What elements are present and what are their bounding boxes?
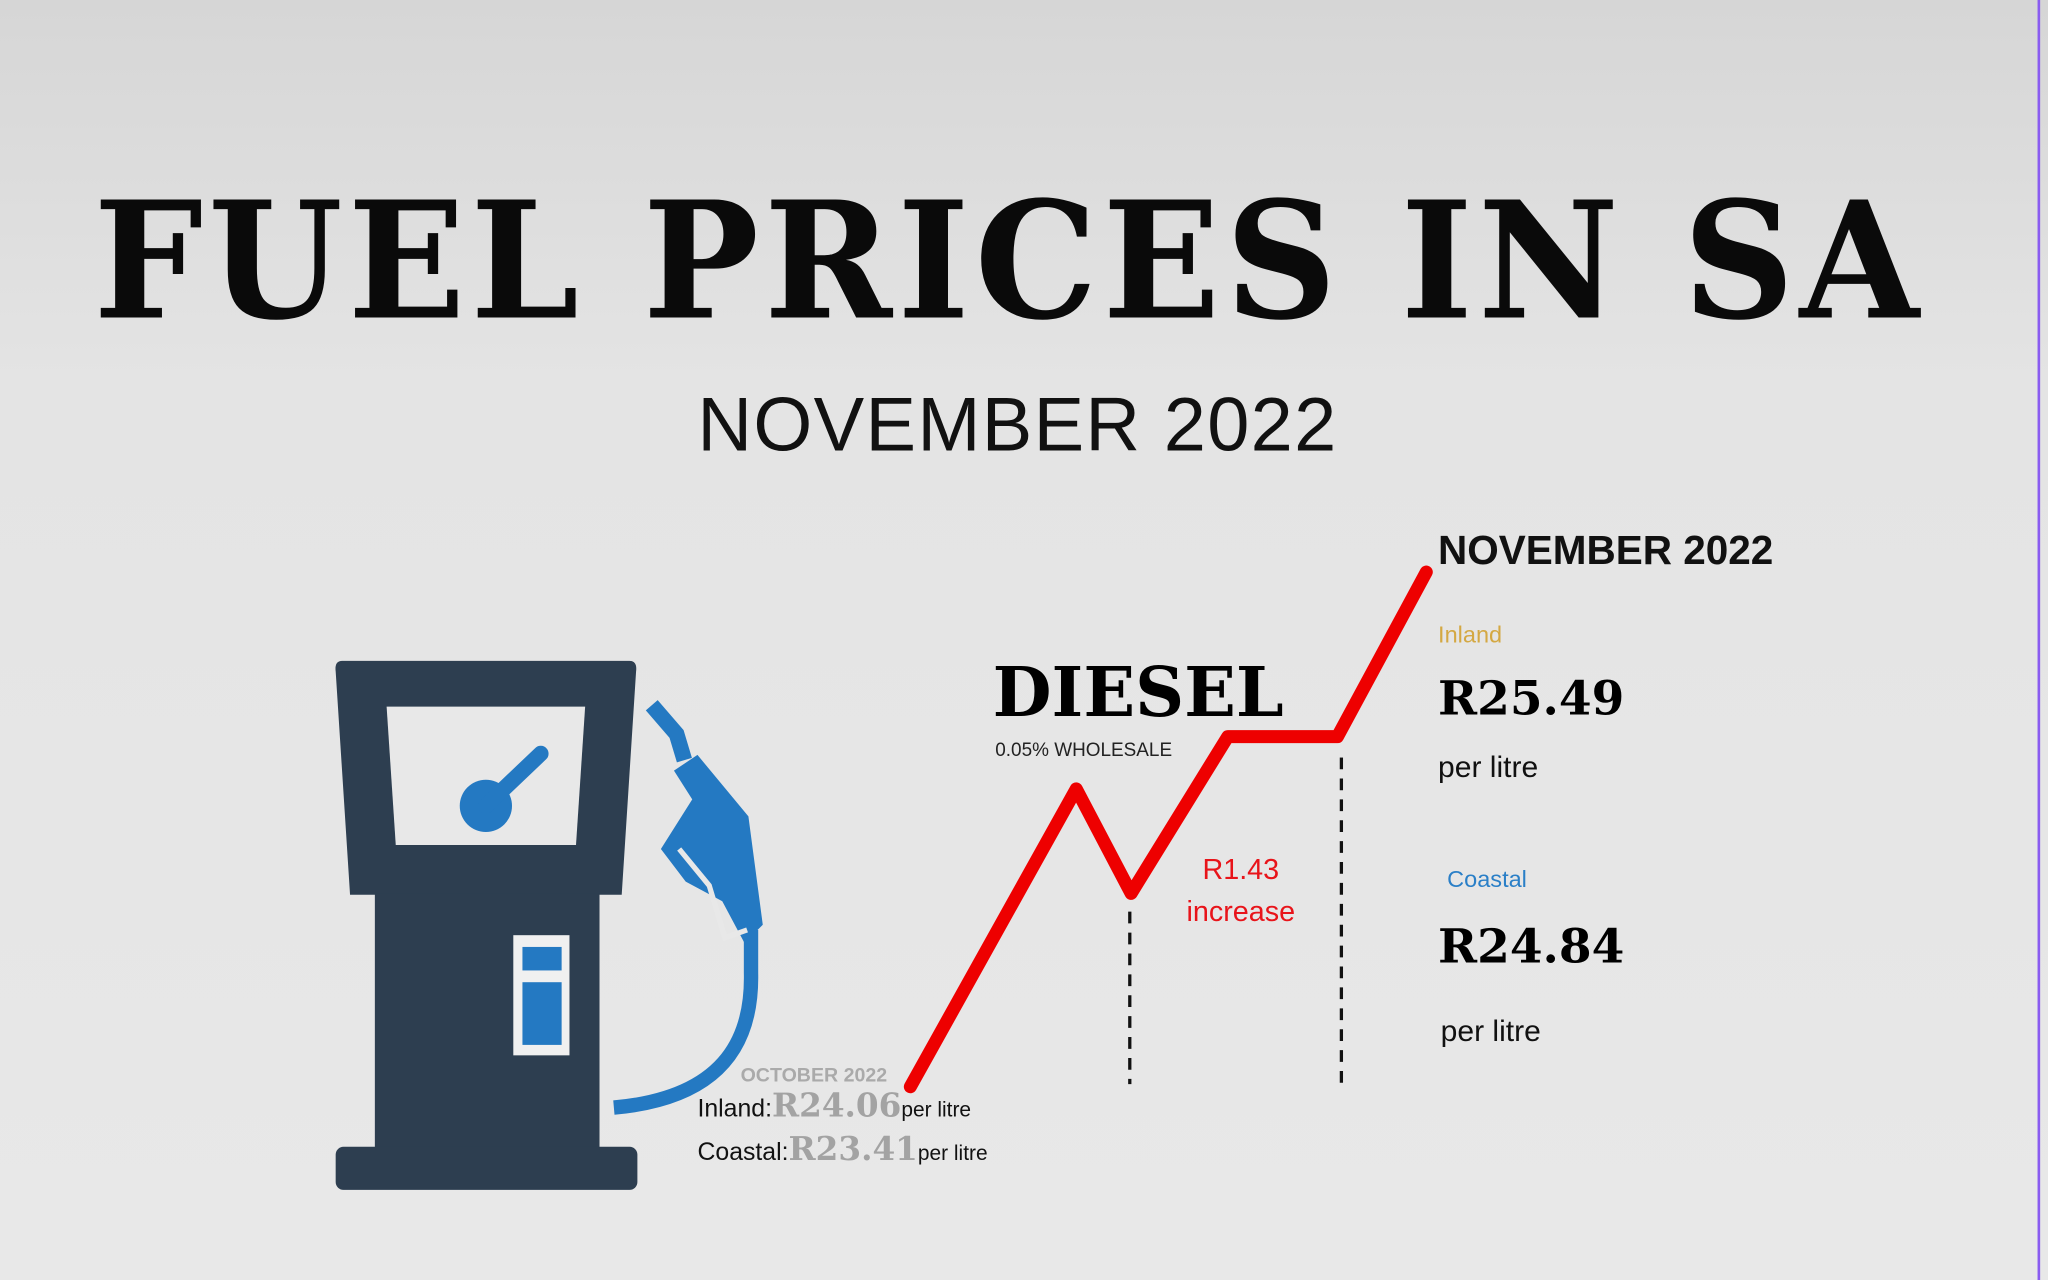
price-change: R1.43 increase (1169, 849, 1313, 933)
inland-unit: per litre (1438, 749, 1539, 784)
october-inland-label: Inland: (697, 1095, 772, 1124)
november-heading: NOVEMBER 2022 (1438, 527, 1774, 574)
coastal-unit: per litre (1440, 1013, 1541, 1048)
edge-border (2037, 0, 2041, 1280)
inland-label: Inland (1438, 621, 1503, 648)
fuel-pump-icon (335, 660, 763, 1190)
october-coastal-unit: per litre (917, 1142, 988, 1166)
october-coastal-label: Coastal: (697, 1138, 789, 1167)
change-label: increase (1186, 894, 1296, 928)
page-subtitle: NOVEMBER 2022 (697, 382, 1338, 468)
inland-price: R25.49 (1438, 671, 1625, 727)
price-trend-line (903, 565, 1433, 1094)
coastal-price: R24.84 (1438, 919, 1625, 975)
october-heading: OCTOBER 2022 (740, 1064, 888, 1087)
trend-line-icon (903, 565, 1433, 1094)
october-inland-price: R24.06 (771, 1086, 902, 1125)
fuel-type-heading: DIESEL (992, 653, 1284, 733)
october-inland-unit: per litre (901, 1099, 972, 1122)
coastal-label: Coastal (1447, 865, 1527, 893)
page-title: FUEL PRICES IN SA (93, 165, 1925, 356)
october-coastal-price: R23.41 (788, 1129, 918, 1168)
october-inland-row: Inland:R24.06per litre (697, 1087, 971, 1125)
wholesale-note: 0.05% WHOLESALE (995, 740, 1173, 762)
change-amount: R1.43 (1202, 852, 1280, 886)
october-coastal-row: Coastal:R23.41per litre (697, 1130, 987, 1168)
